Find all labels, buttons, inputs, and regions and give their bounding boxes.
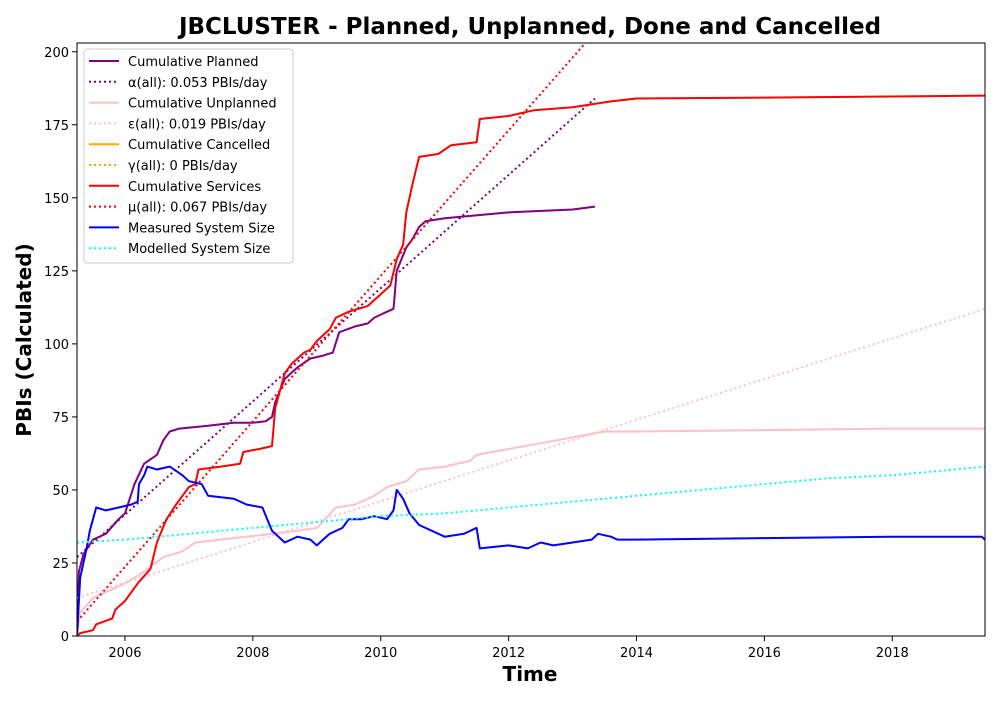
chart-title: JBCLUSTER - Planned, Unplanned, Done and… bbox=[177, 14, 881, 40]
series-line-8 bbox=[77, 465, 985, 636]
legend-label: ε(all): 0.019 PBIs/day bbox=[128, 117, 266, 132]
y-tick-label: 150 bbox=[44, 192, 69, 207]
y-tick-label: 100 bbox=[44, 338, 69, 353]
x-tick-label: 2012 bbox=[492, 646, 525, 661]
series-line-6 bbox=[77, 94, 985, 636]
series-line-2 bbox=[77, 427, 985, 636]
x-tick-label: 2014 bbox=[620, 646, 653, 661]
series-line-3 bbox=[77, 307, 985, 599]
series-line-7 bbox=[77, 43, 587, 623]
x-tick-label: 2018 bbox=[876, 646, 909, 661]
legend-label: Cumulative Unplanned bbox=[128, 97, 277, 112]
x-tick-label: 2006 bbox=[108, 646, 141, 661]
x-tick-label: 2008 bbox=[236, 646, 269, 661]
x-tick-label: 2010 bbox=[364, 646, 397, 661]
plot-area-frame bbox=[76, 42, 986, 637]
legend-label: Cumulative Planned bbox=[128, 55, 258, 70]
legend-label: Measured System Size bbox=[128, 221, 275, 236]
legend-box bbox=[83, 48, 294, 264]
y-tick-label: 200 bbox=[44, 46, 69, 61]
legend-label: γ(all): 0 PBIs/day bbox=[128, 159, 238, 174]
y-axis: 0 25 50 75 100 125 150 175 200 bbox=[44, 46, 77, 645]
y-tick-label: 0 bbox=[61, 630, 69, 645]
y-tick-label: 75 bbox=[52, 411, 69, 426]
y-axis-label: PBIs (Calculated) bbox=[12, 243, 36, 436]
x-axis-label: Time bbox=[503, 662, 558, 686]
x-tick-label: 2016 bbox=[748, 646, 781, 661]
y-tick-label: 125 bbox=[44, 265, 69, 280]
legend-label: Cumulative Cancelled bbox=[128, 138, 270, 153]
legend-label: α(all): 0.053 PBIs/day bbox=[128, 76, 268, 91]
x-axis: 2006 2008 2010 2012 2014 2016 2018 bbox=[108, 636, 909, 661]
y-tick-label: 25 bbox=[52, 557, 69, 572]
legend-label: Cumulative Services bbox=[128, 180, 261, 195]
legend-label: Modelled System Size bbox=[128, 242, 270, 257]
y-tick-label: 175 bbox=[44, 119, 69, 134]
legend: Cumulative Planned α(all): 0.053 PBIs/day… bbox=[83, 48, 294, 264]
y-tick-label: 50 bbox=[52, 484, 69, 499]
legend-label: μ(all): 0.067 PBIs/day bbox=[128, 201, 267, 216]
